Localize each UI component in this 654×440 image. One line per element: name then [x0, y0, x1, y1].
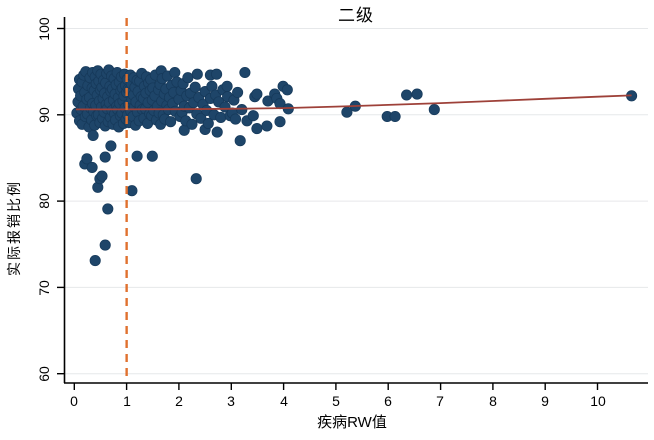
data-point	[96, 170, 108, 182]
data-point	[428, 104, 440, 116]
data-point	[189, 81, 201, 93]
data-point	[89, 255, 101, 267]
x-tick-label-3: 3	[227, 393, 235, 409]
data-point	[99, 239, 111, 251]
axes	[63, 17, 648, 384]
x-tick-label-10: 10	[590, 393, 606, 409]
chart-title: 二级	[338, 6, 374, 25]
data-point	[105, 140, 117, 152]
x-tick-label-6: 6	[384, 393, 392, 409]
data-point	[221, 80, 233, 92]
data-point	[251, 123, 263, 135]
x-tick-label-1: 1	[123, 393, 131, 409]
data-point	[239, 66, 251, 79]
data-point	[202, 117, 214, 129]
data-point	[401, 89, 413, 101]
y-tick-label-60: 60	[36, 366, 52, 382]
x-tick-label-2: 2	[175, 393, 183, 409]
data-point	[191, 68, 203, 80]
x-tick-label-5: 5	[332, 393, 340, 409]
data-point	[169, 66, 181, 79]
data-point	[247, 110, 259, 122]
data-point	[165, 116, 177, 128]
data-point	[211, 68, 223, 80]
data-point	[389, 110, 401, 123]
y-tick-label-80: 80	[36, 193, 52, 209]
y-tick-marks	[57, 27, 64, 375]
data-point	[281, 84, 293, 96]
data-point	[211, 126, 223, 138]
data-point	[87, 129, 99, 142]
data-point	[182, 72, 194, 84]
data-point	[234, 135, 246, 147]
x-tick-label-9: 9	[541, 393, 549, 409]
data-point	[126, 185, 138, 197]
data-point	[232, 86, 244, 98]
data-point	[186, 118, 198, 130]
x-axis-title: 疾病RW值	[317, 414, 387, 431]
x-tick-label-0: 0	[70, 393, 78, 409]
y-tick-label-100: 100	[36, 17, 52, 41]
data-point	[261, 120, 273, 132]
gridlines	[64, 28, 648, 375]
data-point	[81, 153, 93, 165]
data-point	[190, 173, 202, 185]
data-point	[102, 203, 114, 215]
data-point	[251, 88, 263, 100]
data-point	[146, 150, 158, 162]
x-tick-marks	[73, 383, 599, 390]
y-tick-label-70: 70	[36, 280, 52, 296]
x-tick-label-8: 8	[489, 393, 497, 409]
data-point	[131, 150, 143, 162]
data-point	[229, 113, 242, 125]
data-point	[411, 88, 423, 100]
data-point	[274, 116, 286, 128]
data-point	[215, 111, 227, 123]
fit-line	[75, 94, 632, 111]
y-tick-label-90: 90	[36, 107, 52, 123]
x-tick-label-4: 4	[280, 393, 288, 409]
data-point	[99, 151, 111, 163]
x-tick-label-7: 7	[436, 393, 444, 409]
scatter-points	[71, 64, 638, 267]
data-point	[86, 161, 98, 173]
